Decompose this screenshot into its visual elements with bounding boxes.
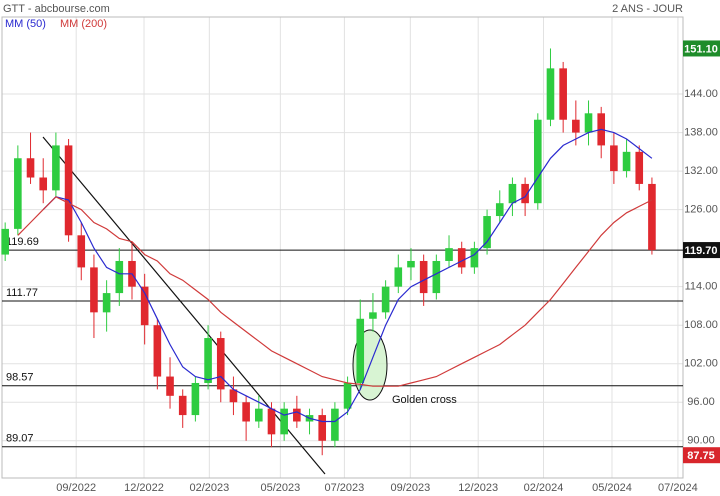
candle-body	[584, 113, 593, 133]
x-tick-label: 12/2022	[124, 482, 164, 494]
price-tag-label: 87.75	[687, 450, 715, 462]
candle-body	[521, 183, 529, 204]
candle-body	[432, 260, 441, 294]
candle-body	[77, 235, 86, 268]
level-label: 89.07	[6, 433, 34, 445]
candle-body	[622, 151, 631, 172]
candle-body	[470, 248, 479, 268]
y-tick-label: 126.00	[684, 204, 718, 216]
candle-body	[102, 293, 111, 313]
chart-subtitle: 2 ANS - JOUR	[612, 3, 683, 15]
candles	[1, 48, 656, 456]
candle-body	[457, 248, 466, 268]
candle-body	[635, 151, 644, 184]
candle-body	[495, 203, 504, 217]
x-tick-label: 05/2024	[592, 482, 632, 494]
candle-body	[178, 395, 187, 416]
candle-body	[356, 318, 365, 383]
chart-title: GTT - abcbourse.com	[3, 3, 110, 15]
candle-body	[318, 415, 327, 441]
candle-body	[280, 408, 288, 435]
legend-entry: MM (50)	[5, 18, 46, 30]
trend-line	[42, 136, 326, 475]
candle-body	[445, 248, 453, 261]
candle-body	[140, 286, 149, 326]
x-tick-label: 12/2023	[458, 482, 498, 494]
candle-body	[610, 145, 618, 172]
candle-body	[153, 325, 162, 377]
candle-body	[229, 389, 238, 403]
y-tick-label: 138.00	[684, 126, 718, 138]
candle-body	[293, 408, 301, 422]
candle-body	[572, 119, 580, 133]
candle-body	[64, 145, 73, 236]
candle-body	[191, 382, 200, 416]
candle-body	[166, 376, 174, 396]
y-tick-label: 108.00	[684, 319, 718, 331]
moving-averages	[17, 128, 653, 423]
candle-body	[546, 68, 555, 120]
candle-body	[115, 260, 124, 294]
candle-body	[14, 158, 22, 229]
candle-body	[559, 68, 567, 120]
candle-body	[369, 312, 377, 319]
price-tag	[683, 242, 720, 259]
candle-body	[1, 228, 9, 255]
candle-body	[533, 119, 542, 204]
y-tick-label: 114.00	[685, 281, 718, 293]
grid	[2, 17, 683, 478]
y-tick-label: 144.00	[684, 88, 718, 100]
x-tick-label: 05/2023	[260, 482, 300, 494]
price-tags: 151.10 119.70 87.75	[683, 40, 720, 464]
levels: 119.69 111.77 98.57 89.07	[2, 236, 683, 448]
candle-body	[394, 267, 403, 287]
x-tick-label: 07/2024	[658, 482, 698, 494]
y-tick-label: 132.00	[684, 165, 718, 177]
x-tick-label: 07/2023	[325, 482, 365, 494]
price-tag-label: 151.10	[684, 43, 718, 55]
legend-entry: MM (200)	[60, 18, 107, 30]
legend: MM (50) MM (200)	[5, 18, 107, 30]
price-tag	[683, 447, 720, 464]
level-label: 98.57	[6, 372, 34, 384]
candle-body	[242, 402, 250, 422]
level-label: 111.77	[6, 287, 38, 299]
candle-body	[216, 338, 225, 390]
candle-body	[90, 267, 98, 313]
ma-line	[42, 128, 653, 423]
candle-body	[39, 177, 48, 191]
annotation: Golden cross	[392, 394, 457, 406]
y-tick-label: 90.00	[687, 435, 715, 447]
candle-body	[483, 216, 491, 249]
x-tick-label: 09/2022	[56, 482, 96, 494]
candle-body	[508, 183, 517, 204]
y-tick-label: 102.00	[684, 358, 718, 370]
x-tick-label: 09/2023	[390, 482, 430, 494]
candle-body	[204, 338, 212, 383]
candle-body	[52, 145, 60, 191]
candle-body	[331, 408, 339, 441]
level-label: 119.69	[6, 236, 39, 248]
candle-body	[648, 183, 656, 251]
price-tag	[683, 40, 720, 57]
candle-body	[267, 408, 276, 435]
x-tick-label: 02/2023	[189, 482, 229, 494]
x-tick-label: 02/2024	[524, 482, 564, 494]
candle-body	[407, 260, 415, 268]
ma-line	[17, 196, 653, 387]
candle-body	[254, 408, 263, 422]
candle-body	[343, 382, 352, 409]
y-tick-label: 96.00	[687, 396, 715, 408]
candle-body	[419, 260, 428, 294]
candle-body	[26, 158, 35, 178]
price-tag-label: 119.70	[684, 245, 717, 257]
candle-body	[381, 286, 390, 313]
